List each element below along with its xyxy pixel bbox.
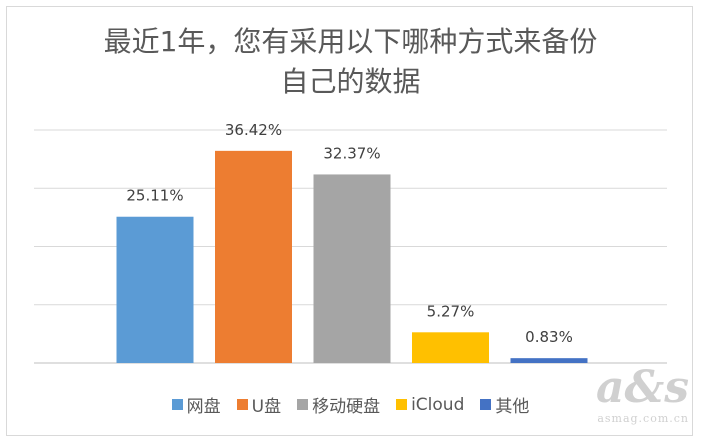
legend-item-5: 其他 xyxy=(480,392,529,417)
data-label-5: 0.83% xyxy=(525,328,573,346)
bar-1 xyxy=(116,216,194,363)
data-label-2: 36.42% xyxy=(225,121,282,139)
chart-title-line-2: 自己的数据 xyxy=(280,65,421,98)
legend-label: iCloud xyxy=(411,394,465,415)
legend-swatch xyxy=(236,399,248,410)
legend-swatch xyxy=(396,399,408,410)
legend-label: U盘 xyxy=(251,397,282,417)
watermark-mark: a&s xyxy=(595,362,689,413)
legend-swatch xyxy=(171,399,183,410)
data-label-1: 25.11% xyxy=(126,187,183,205)
legend-label: 其他 xyxy=(495,397,530,417)
chart-title: 最近1年，您有采用以下哪种方式来备份 自己的数据 xyxy=(0,22,701,102)
bar-2 xyxy=(215,150,292,363)
chart-title-line-1: 最近1年，您有采用以下哪种方式来备份 xyxy=(103,25,598,58)
data-label-4: 5.27% xyxy=(427,302,475,320)
watermark-logo: a&s asmag.com.cn xyxy=(577,364,689,434)
data-label-3: 32.37% xyxy=(323,144,380,162)
watermark-site: asmag.com.cn xyxy=(597,412,689,425)
bar-4 xyxy=(412,332,489,363)
legend-swatch xyxy=(297,399,309,410)
legend-item-4: iCloud xyxy=(396,392,464,417)
legend-item-2: U盘 xyxy=(236,392,282,417)
chart-legend: 网盘 U盘 移动硬盘 iCloud 其他 xyxy=(0,392,701,417)
legend-label: 网盘 xyxy=(186,397,221,417)
legend-item-1: 网盘 xyxy=(171,392,221,417)
legend-label: 移动硬盘 xyxy=(312,397,381,417)
bar-3 xyxy=(313,174,391,363)
legend-swatch xyxy=(480,399,492,410)
legend-item-3: 移动硬盘 xyxy=(297,392,380,417)
bar-5 xyxy=(510,358,588,363)
